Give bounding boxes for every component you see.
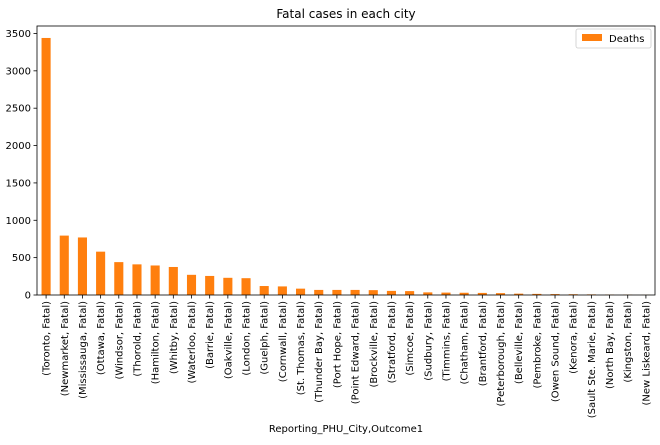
y-tick-label: 2000 xyxy=(6,141,31,152)
x-tick-label: (Cornwall, Fatal) xyxy=(278,301,289,382)
x-tick-label: (Kenora, Fatal) xyxy=(569,301,580,374)
bar xyxy=(314,290,323,295)
y-tick-label: 2500 xyxy=(6,104,31,115)
x-tick-label: (Chatham, Fatal) xyxy=(460,301,471,385)
y-tick-label: 3500 xyxy=(6,29,31,40)
bar xyxy=(351,290,360,295)
x-tick-label: (Brantford, Fatal) xyxy=(478,301,489,386)
bar xyxy=(241,278,250,295)
x-tick-label: (Port Hope, Fatal) xyxy=(332,301,343,388)
bar xyxy=(223,278,232,295)
bar xyxy=(332,290,341,295)
x-tick-label: (Sudbury, Fatal) xyxy=(423,301,434,381)
x-tick-label: (Ottawa, Fatal) xyxy=(96,301,107,375)
x-tick-label: (Whitby, Fatal) xyxy=(169,301,180,374)
y-tick-label: 1000 xyxy=(6,216,31,227)
x-tick-label: (Thunder Bay, Fatal) xyxy=(314,301,325,403)
legend: Deaths xyxy=(576,29,651,48)
x-tick-label: (New Liskeard, Fatal) xyxy=(641,301,652,406)
chart-title: Fatal cases in each city xyxy=(276,7,415,21)
bar xyxy=(60,236,69,295)
x-tick-label: (Kingston, Fatal) xyxy=(623,301,634,383)
x-tick-label: (North Bay, Fatal) xyxy=(605,301,616,389)
bar xyxy=(114,262,123,295)
x-axis: (Toronto, Fatal) (Newmarket, Fatal) (Missi… xyxy=(42,295,653,418)
x-tick-label: (Simcoe, Fatal) xyxy=(405,301,416,376)
y-axis: 0 500 1000 1500 2000 2500 3000 3500 xyxy=(6,29,37,302)
bar xyxy=(369,290,378,295)
bar xyxy=(42,38,51,295)
y-tick-label: 3000 xyxy=(6,66,31,77)
bar xyxy=(387,291,396,295)
bar xyxy=(187,275,196,295)
x-tick-label: (Pembroke, Fatal) xyxy=(532,301,543,389)
x-tick-label: (Toronto, Fatal) xyxy=(42,301,53,376)
legend-swatch xyxy=(582,34,602,41)
bar xyxy=(296,289,305,295)
x-tick-label: (Sault Ste. Marie, Fatal) xyxy=(587,301,598,418)
bar xyxy=(151,265,160,295)
bar xyxy=(78,237,87,295)
x-tick-label: (Windsor, Fatal) xyxy=(114,301,125,380)
y-tick-label: 0 xyxy=(25,291,31,302)
x-tick-label: (Hamilton, Fatal) xyxy=(151,301,162,384)
x-tick-label: (St. Thomas, Fatal) xyxy=(296,301,307,395)
bar xyxy=(260,286,269,295)
bar xyxy=(278,286,287,295)
legend-label-deaths: Deaths xyxy=(609,34,644,45)
x-axis-label: Reporting_PHU_City,Outcome1 xyxy=(269,424,423,435)
x-tick-label: (Peterborough, Fatal) xyxy=(496,301,507,407)
bar xyxy=(405,291,414,295)
x-tick-label: (Guelph, Fatal) xyxy=(260,301,271,375)
x-tick-label: (Point Edward, Fatal) xyxy=(351,301,362,404)
x-tick-label: (Barrie, Fatal) xyxy=(205,301,216,369)
x-tick-label: (Owen Sound, Fatal) xyxy=(551,301,562,402)
x-tick-label: (London, Fatal) xyxy=(242,301,253,376)
plot-frame xyxy=(37,26,655,295)
y-tick-label: 1500 xyxy=(6,178,31,189)
bar xyxy=(96,252,105,295)
bar xyxy=(132,264,141,295)
bar xyxy=(169,267,178,295)
x-tick-label: (Stratford, Fatal) xyxy=(387,301,398,383)
x-tick-label: (Mississauga, Fatal) xyxy=(78,301,89,399)
bars-group xyxy=(42,38,651,295)
x-tick-label: (Waterloo, Fatal) xyxy=(187,301,198,384)
x-tick-label: (Brockville, Fatal) xyxy=(369,301,380,388)
bar xyxy=(205,276,214,295)
x-tick-label: (Oakville, Fatal) xyxy=(223,301,234,379)
x-tick-label: (Newmarket, Fatal) xyxy=(60,301,71,396)
x-tick-label: (Thorold, Fatal) xyxy=(132,301,143,377)
y-tick-label: 500 xyxy=(12,253,31,264)
x-tick-label: (Timmins, Fatal) xyxy=(441,301,452,381)
x-tick-label: (Belleville, Fatal) xyxy=(514,301,525,384)
